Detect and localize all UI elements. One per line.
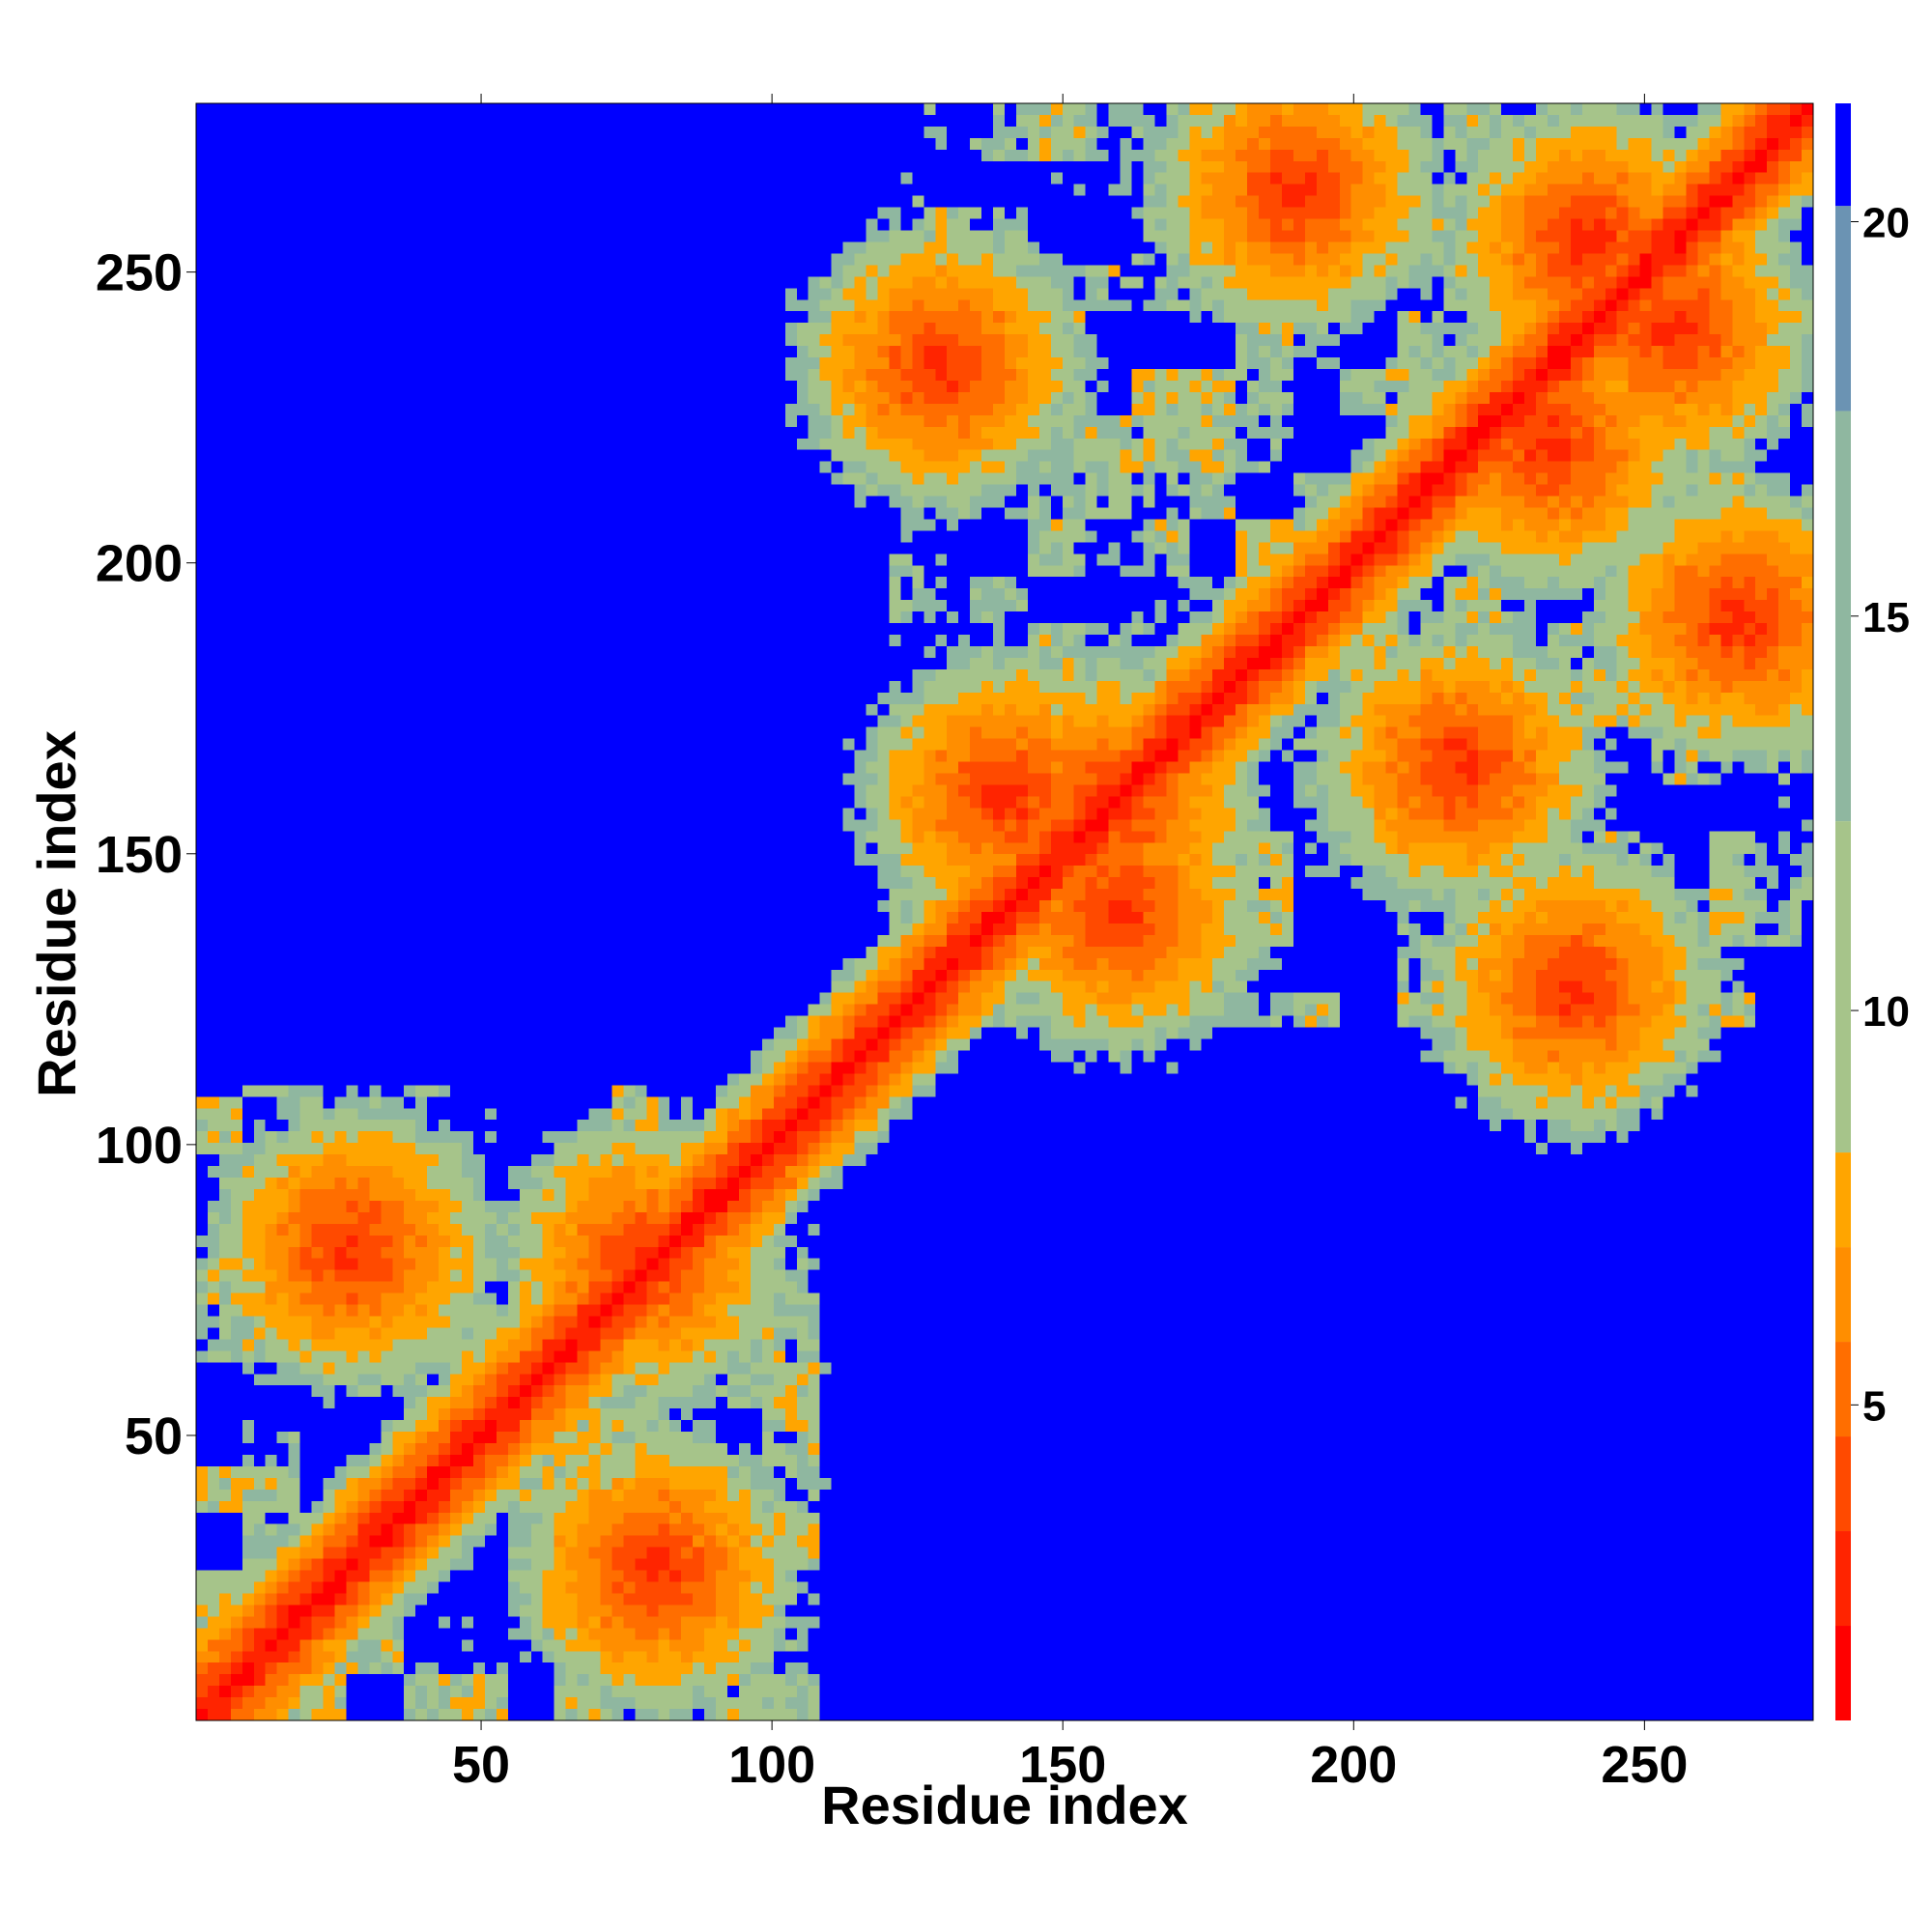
x-tick-label: 50 (452, 1736, 510, 1794)
colorbar-segment (1835, 1342, 1851, 1437)
colorbar-segment (1835, 821, 1851, 1153)
colorbar-segment (1835, 1626, 1851, 1720)
y-axis-title: Residue index (26, 730, 87, 1097)
heatmap-image (196, 103, 1813, 1720)
x-axis: 50 100 150 200 250 (452, 94, 1688, 1794)
plot-frame (195, 102, 1814, 1721)
colorbar-segment (1835, 1531, 1851, 1627)
y-tick-label: 250 (96, 244, 183, 302)
colorbar-segment (1835, 411, 1851, 822)
colorbar-tick-label: 10 (1862, 988, 1910, 1036)
y-tick-label: 50 (125, 1407, 183, 1465)
colorbar-tick-label: 20 (1862, 199, 1910, 246)
x-tick-label: 250 (1601, 1736, 1688, 1794)
colorbar-segment (1835, 1247, 1851, 1343)
colorbar: 5 10 15 20 (1835, 103, 1910, 1720)
y-tick-label: 100 (96, 1117, 183, 1175)
y-axis: 50 100 150 200 250 (96, 244, 196, 1465)
colorbar-tick-label: 15 (1862, 594, 1910, 641)
x-axis-title: Residue index (821, 1775, 1188, 1835)
colorbar-segment (1835, 1152, 1851, 1248)
colorbar-segment (1835, 206, 1851, 412)
y-tick-label: 200 (96, 535, 183, 593)
x-tick-label: 100 (728, 1736, 815, 1794)
colorbar-segment (1835, 1436, 1851, 1532)
colorbar-tick-label: 5 (1862, 1382, 1886, 1430)
y-tick-label: 150 (96, 826, 183, 884)
x-tick-label: 200 (1310, 1736, 1397, 1794)
colorbar-segment (1835, 103, 1851, 207)
x-tick-label: 150 (1019, 1736, 1106, 1794)
heatmap-cells (195, 102, 1814, 1721)
